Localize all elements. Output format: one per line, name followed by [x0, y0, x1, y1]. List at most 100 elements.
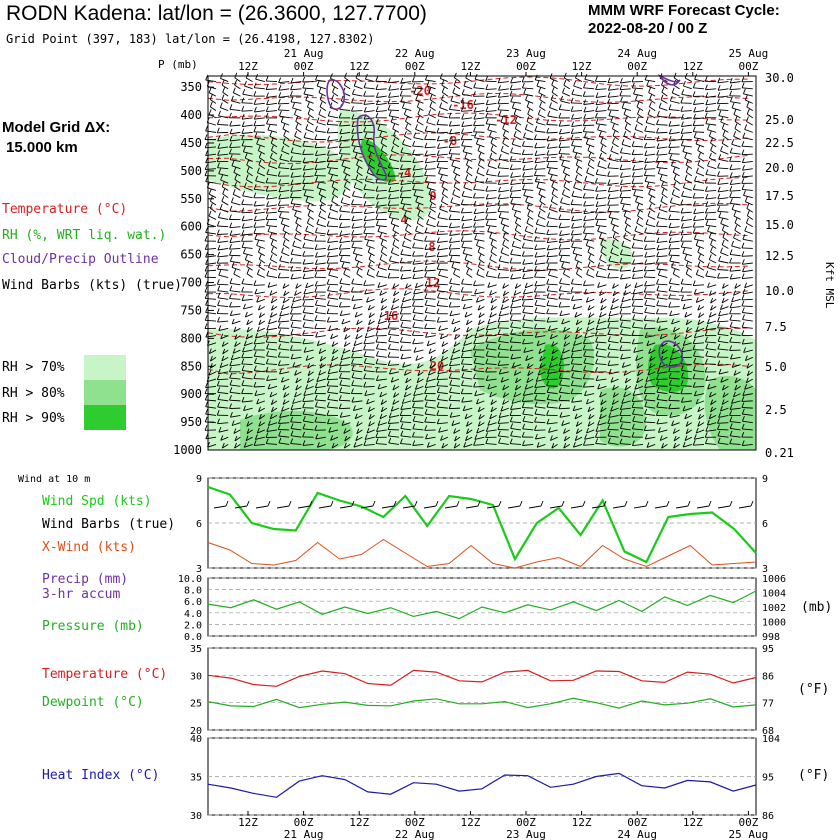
wind-barb: [341, 100, 351, 104]
wind-barb-flag: [729, 336, 733, 343]
wind-barb: [743, 349, 753, 353]
wind-barb-flag: [379, 152, 383, 159]
wind-barb-flag: [295, 225, 299, 231]
wind-barb: [562, 349, 570, 354]
wind-barb-flag: [585, 138, 589, 145]
wind-barb: [600, 298, 607, 304]
wind-barb: [354, 85, 363, 90]
wind-barb-flag: [277, 200, 281, 206]
wind-barb-flag: [265, 358, 269, 364]
wind-barb-flag: [656, 292, 660, 298]
wind-barb: [497, 167, 509, 170]
wind-barb: [499, 216, 509, 220]
wind-barb-flag: [534, 401, 538, 407]
wind-barb: [466, 422, 473, 427]
wind-barb: [734, 385, 741, 391]
wind-barb-flag: [473, 99, 477, 105]
wind-barb-flag: [733, 210, 737, 217]
wind-barb: [477, 306, 485, 311]
wind-barb: [596, 378, 607, 382]
wind-barb-flag: [449, 256, 453, 262]
wind-barb-flag: [354, 152, 358, 159]
wind-barb: [561, 165, 570, 170]
wind-barb-flag: [266, 201, 270, 207]
wind-barb: [502, 298, 510, 304]
wind-barb: [439, 364, 448, 368]
heat-index-label: Heat Index (°C): [42, 768, 160, 783]
wind-barb: [330, 335, 339, 340]
wind-barb: [290, 277, 302, 280]
wind-barb: [305, 230, 314, 235]
wind-barb: [539, 364, 546, 369]
wind-barb-flag: [547, 110, 551, 117]
wind-barb: [575, 335, 583, 340]
wind-barb: [405, 128, 412, 133]
wind-barb: [254, 211, 265, 215]
legend-rh: RH (%, WRT liq. wat.): [2, 228, 167, 243]
wind-barb-flag: [327, 285, 330, 291]
wind-barb-flag: [380, 246, 384, 253]
wind-barb-flag: [399, 438, 403, 444]
wind-barb: [243, 252, 253, 257]
wind-barb: [205, 406, 217, 409]
wind-barb: [741, 400, 753, 402]
wind-barb-flag: [229, 135, 233, 142]
wind-barb-flag: [611, 239, 615, 245]
wind-barb-flag: [656, 110, 660, 117]
wind-barb: [534, 130, 546, 133]
wind-barb-flag: [634, 124, 638, 130]
wind-barb: [217, 248, 229, 251]
wind-barb-flag: [485, 366, 489, 373]
wind-barb-flag: [669, 95, 673, 102]
wind-barb: [208, 92, 217, 97]
wind-barb: [485, 211, 497, 214]
wind-barb: [510, 101, 522, 104]
wind-barb-flag: [437, 143, 440, 149]
wind-barb: [695, 143, 705, 148]
wind-barb: [559, 290, 570, 293]
wind-barb: [254, 393, 265, 397]
wind-barb-flag: [339, 120, 342, 127]
wind-barb-flag: [704, 186, 708, 192]
wind-barb: [246, 422, 253, 427]
wind-barb-flag: [546, 410, 550, 416]
wind-barb-flag: [217, 143, 221, 149]
wind-barb: [571, 370, 583, 373]
wind-barb-flag: [327, 244, 331, 251]
wind-barb: [281, 306, 290, 311]
wind-barb: [424, 269, 436, 272]
surface-wind-barb: [738, 505, 752, 509]
wind-barb-flag: [685, 326, 689, 333]
pressure-tick-label: 800: [180, 331, 202, 345]
wind-barb-flag: [550, 196, 554, 202]
wind-barb: [742, 443, 753, 447]
wind-barb-flag: [535, 376, 539, 382]
wind-barb: [454, 77, 461, 82]
wind-barb: [466, 164, 473, 170]
wind-barb: [376, 327, 387, 331]
wind-barb-flag: [705, 169, 709, 175]
wind-barb-flag: [607, 193, 611, 200]
wind-barb-flag: [390, 304, 394, 310]
wind-barb-flag: [375, 112, 379, 118]
wind-barb-flag: [331, 80, 335, 86]
wind-barb-flag: [278, 437, 282, 444]
wind-barb-flag: [619, 147, 623, 153]
wind-barb: [645, 79, 656, 83]
wind-barb-flag: [595, 438, 599, 444]
wind-barb-flag: [302, 294, 306, 301]
wind-barb-flag: [522, 423, 526, 429]
wind-barb: [453, 172, 461, 177]
dewpoint-label: Dewpoint (°C): [42, 695, 144, 710]
wind-barb: [428, 114, 436, 119]
wind-barb-flag: [278, 212, 282, 218]
wind-barb: [623, 113, 632, 119]
wind-barb: [302, 175, 314, 178]
wind-barb-flag: [620, 198, 624, 204]
wind-barb-flag: [523, 88, 527, 95]
wind-barb: [696, 273, 705, 278]
wind-barb: [217, 139, 229, 142]
wind-barb-flag: [220, 333, 224, 339]
wind-barb: [429, 364, 436, 369]
wind-barb: [388, 197, 400, 200]
